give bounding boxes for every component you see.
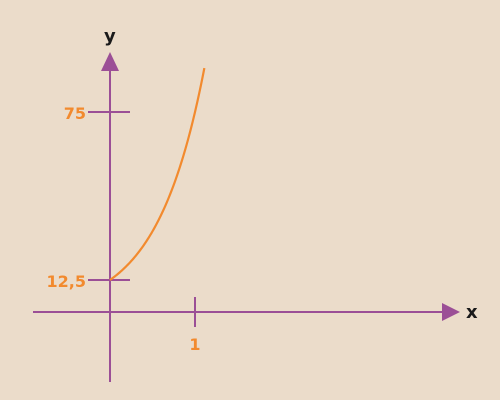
- x-tick-label-1: 1: [189, 335, 200, 354]
- exponential-curve: [109, 67, 206, 281]
- y-tick-label-75: 75: [64, 104, 86, 123]
- y-axis-arrow-icon: [101, 52, 119, 71]
- x-axis-arrow-icon: [442, 303, 460, 321]
- x-axis-label: x: [466, 302, 478, 323]
- y-axis-label: y: [104, 26, 116, 47]
- y-tick-label-12-5: 12,5: [47, 272, 86, 291]
